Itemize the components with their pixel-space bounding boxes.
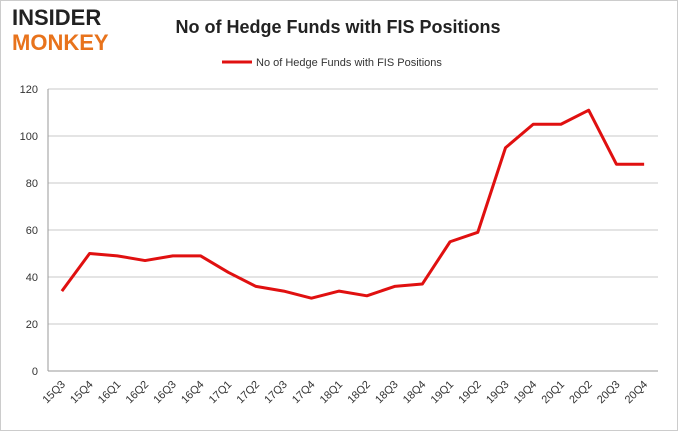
y-tick-label: 80 bbox=[26, 178, 38, 190]
legend-label: No of Hedge Funds with FIS Positions bbox=[256, 57, 442, 69]
chart-title: No of Hedge Funds with FIS Positions bbox=[176, 17, 501, 37]
logo-line1: INSIDER bbox=[12, 5, 101, 30]
logo-line2: MONKEY bbox=[12, 30, 109, 55]
y-tick-label: 60 bbox=[26, 225, 38, 237]
y-tick-label: 20 bbox=[26, 319, 38, 331]
y-tick-label: 0 bbox=[32, 366, 38, 378]
y-tick-label: 100 bbox=[20, 131, 38, 143]
data-line bbox=[60, 108, 645, 300]
y-tick-label: 120 bbox=[20, 84, 38, 96]
y-tick-label: 40 bbox=[26, 272, 38, 284]
